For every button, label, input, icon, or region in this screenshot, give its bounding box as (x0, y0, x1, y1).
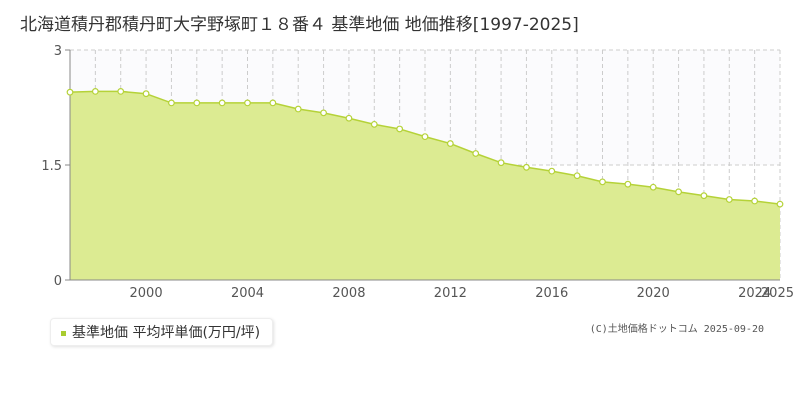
series-area (70, 91, 780, 281)
chart-title: 北海道積丹郡積丹町大字野塚町１８番４ 基準地価 地価推移[1997-2025] (20, 15, 579, 35)
x-tick-label: 2024 (738, 286, 771, 301)
x-tick-label: 2012 (434, 286, 467, 301)
x-tick-label: 2000 (130, 286, 163, 301)
data-point (776, 200, 784, 208)
data-point (294, 105, 302, 113)
data-point (91, 87, 99, 95)
data-point (725, 196, 733, 203)
data-point (472, 150, 480, 157)
x-tick-label: 2025 (761, 286, 794, 301)
data-point (548, 167, 556, 175)
data-point (168, 99, 175, 107)
data-point (370, 120, 378, 128)
y-tick-label: 0 (54, 274, 62, 289)
x-tick-label: 2004 (231, 286, 264, 301)
data-point (218, 99, 226, 107)
data-point (599, 178, 606, 186)
data-point (446, 140, 454, 147)
data-point (320, 109, 327, 117)
data-point (573, 172, 581, 180)
data-point (244, 99, 251, 107)
data-point (624, 180, 632, 188)
data-point (751, 197, 759, 205)
data-point (523, 163, 530, 171)
data-point (675, 188, 682, 196)
data-point (345, 114, 353, 122)
y-tick-label: 1.5 (41, 159, 62, 174)
data-point (649, 183, 657, 191)
data-point (396, 125, 404, 133)
y-tick-label: 3 (54, 44, 62, 59)
data-point (142, 90, 150, 98)
data-point (117, 87, 125, 95)
legend-label: 基準地価 平均坪単価(万円/坪) (72, 325, 261, 341)
data-point (421, 133, 429, 141)
x-tick-label: 2016 (535, 286, 568, 301)
data-point (193, 99, 201, 107)
data-point (700, 192, 708, 200)
legend-swatch (61, 331, 66, 336)
copyright-credit: (C)土地価格ドットコム 2025-09-20 (589, 324, 764, 335)
x-tick-label: 2020 (637, 286, 670, 301)
data-point (497, 159, 505, 167)
data-point (66, 88, 74, 96)
data-point (269, 99, 277, 107)
x-tick-label: 2008 (332, 286, 365, 301)
legend: 基準地価 平均坪単価(万円/坪) (50, 318, 274, 346)
